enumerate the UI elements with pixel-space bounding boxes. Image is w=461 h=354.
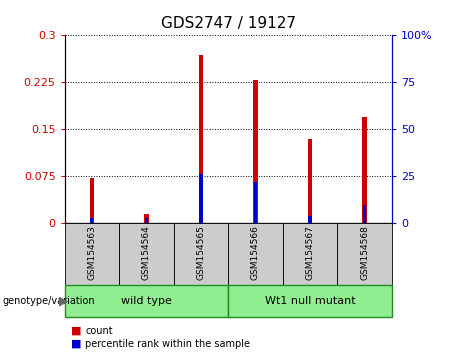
Text: genotype/variation: genotype/variation bbox=[2, 296, 95, 306]
Bar bbox=[199, 174, 202, 223]
Title: GDS2747 / 19127: GDS2747 / 19127 bbox=[161, 16, 296, 32]
Bar bbox=[145, 218, 148, 223]
Bar bbox=[89, 178, 94, 223]
Text: GSM154563: GSM154563 bbox=[87, 225, 96, 280]
FancyBboxPatch shape bbox=[228, 285, 392, 317]
Text: wild type: wild type bbox=[121, 296, 172, 306]
Bar bbox=[199, 56, 203, 223]
FancyBboxPatch shape bbox=[65, 223, 119, 285]
Text: GSM154566: GSM154566 bbox=[251, 225, 260, 280]
Text: GSM154564: GSM154564 bbox=[142, 225, 151, 280]
Text: ▶: ▶ bbox=[59, 295, 69, 307]
Text: ■: ■ bbox=[71, 339, 82, 349]
Bar bbox=[254, 182, 257, 223]
Bar bbox=[362, 117, 367, 223]
Text: GSM154567: GSM154567 bbox=[306, 225, 314, 280]
Text: percentile rank within the sample: percentile rank within the sample bbox=[85, 339, 250, 349]
FancyBboxPatch shape bbox=[228, 223, 283, 285]
Text: Wt1 null mutant: Wt1 null mutant bbox=[265, 296, 355, 306]
FancyBboxPatch shape bbox=[119, 223, 174, 285]
Bar bbox=[308, 216, 312, 223]
Bar bbox=[144, 214, 148, 223]
FancyBboxPatch shape bbox=[283, 223, 337, 285]
FancyBboxPatch shape bbox=[337, 223, 392, 285]
Bar bbox=[363, 205, 366, 223]
Text: GSM154568: GSM154568 bbox=[360, 225, 369, 280]
Bar bbox=[253, 80, 258, 223]
FancyBboxPatch shape bbox=[65, 285, 228, 317]
Text: GSM154565: GSM154565 bbox=[196, 225, 206, 280]
Bar bbox=[90, 218, 94, 223]
Bar bbox=[308, 139, 312, 223]
Text: ■: ■ bbox=[71, 326, 82, 336]
Text: count: count bbox=[85, 326, 113, 336]
FancyBboxPatch shape bbox=[174, 223, 228, 285]
